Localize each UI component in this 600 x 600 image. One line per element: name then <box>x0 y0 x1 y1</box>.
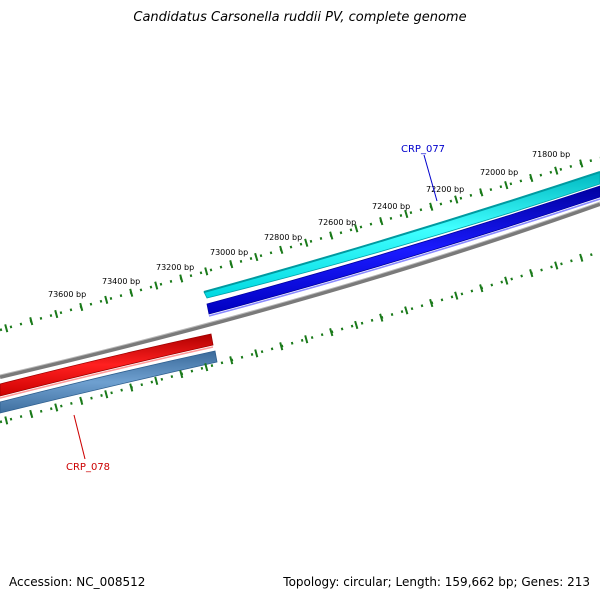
ruler-label: 73600 bp <box>48 290 86 299</box>
ruler-major-tick <box>429 202 434 211</box>
ruler-labels: 73600 bp 73400 bp 73200 bp 73000 bp 72800 bp… <box>48 150 570 299</box>
ruler-major-tick <box>204 267 209 276</box>
crp-078-label[interactable]: CRP_078 <box>66 462 110 473</box>
inner-ruler-dots <box>0 250 600 424</box>
ruler-major-tick <box>254 252 259 262</box>
cds-crp-077-bar[interactable] <box>206 185 600 315</box>
inner-ruler-major-tick <box>454 291 459 300</box>
ruler-major-tick <box>529 173 534 183</box>
outer-major-ticks <box>4 159 584 333</box>
inner-ruler-major-tick <box>104 390 109 399</box>
inner-ruler-major-tick <box>529 269 534 278</box>
inner-ruler-major-tick <box>279 342 284 351</box>
gene-label-crp-078[interactable]: CRP_078 <box>66 414 110 473</box>
inner-ruler-major-tick <box>304 335 309 344</box>
ruler-major-tick <box>229 260 234 269</box>
gene-crp-077-outline <box>203 171 600 293</box>
inner-ruler-major-tick <box>204 363 209 372</box>
inner-ruler-major-tick <box>329 328 334 337</box>
crp-077-label[interactable]: CRP_077 <box>401 144 445 155</box>
inner-ruler-major-tick <box>129 383 134 392</box>
ruler-label: 72400 bp <box>372 202 410 211</box>
inner-ruler-major-tick <box>179 369 184 379</box>
inner-ruler-major-tick <box>54 403 59 412</box>
ruler-label: 71800 bp <box>532 150 570 159</box>
ruler-major-tick <box>304 238 309 247</box>
inner-ruler-major-tick <box>479 284 484 293</box>
crp-078-leader-line <box>73 414 86 460</box>
ruler-major-tick <box>504 181 509 190</box>
ruler-major-tick <box>354 224 359 233</box>
ruler-major-tick <box>279 245 284 254</box>
inner-ruler-track <box>0 250 600 425</box>
inner-ruler-major-tick <box>4 416 9 425</box>
inner-ruler-major-tick <box>379 313 384 322</box>
genome-backbone <box>0 202 600 379</box>
genome-backbone-highlight <box>0 201 600 376</box>
ruler-major-tick <box>554 166 559 175</box>
ruler-major-tick <box>129 288 134 297</box>
ruler-major-tick <box>29 317 34 326</box>
inner-ruler-major-tick <box>404 306 409 315</box>
ruler-major-tick <box>179 274 184 283</box>
inner-ruler-major-tick <box>254 349 259 358</box>
ruler-major-tick <box>454 195 459 204</box>
ruler-label: 72200 bp <box>426 185 464 194</box>
ruler-major-tick <box>329 231 334 240</box>
inner-ruler-major-tick <box>429 298 434 308</box>
outer-ruler-dots <box>0 156 600 332</box>
gene-label-crp-077[interactable]: CRP_077 <box>401 144 445 202</box>
ruler-label: 73200 bp <box>156 263 194 272</box>
crp-077-leader-line <box>423 154 438 202</box>
ruler-label: 73000 bp <box>210 248 248 257</box>
ruler-major-tick <box>79 302 84 312</box>
inner-ruler-major-tick <box>79 396 84 405</box>
inner-ruler-major-tick <box>354 320 359 330</box>
inner-ruler-major-tick <box>229 356 234 365</box>
ruler-label: 72800 bp <box>264 233 302 242</box>
genome-summary-text: Topology: circular; Length: 159,662 bp; … <box>283 575 590 589</box>
ruler-label: 73400 bp <box>102 277 140 286</box>
map-title: Candidatus Carsonella ruddii PV, complet… <box>133 10 467 25</box>
ruler-major-tick <box>4 324 9 333</box>
inner-ruler-major-tick <box>29 409 34 419</box>
cds-crp-077-shadow <box>208 198 600 317</box>
inner-ruler-major-tick <box>504 276 509 285</box>
ruler-major-tick <box>404 209 409 219</box>
ruler-major-tick <box>154 281 159 290</box>
cds-crp-078-bar[interactable] <box>0 350 218 414</box>
accession-text: Accession: NC_008512 <box>9 575 146 589</box>
ruler-major-tick <box>579 159 584 168</box>
outer-ruler-track: 73600 bp 73400 bp 73200 bp 73000 bp 72800 bp… <box>0 150 600 333</box>
inner-ruler-major-tick <box>154 376 159 385</box>
ruler-label: 72000 bp <box>480 168 518 177</box>
ruler-major-tick <box>379 217 384 226</box>
gene-crp-078-bar[interactable] <box>0 333 214 397</box>
ruler-major-tick <box>104 295 109 304</box>
ruler-label: 72600 bp <box>318 218 356 227</box>
inner-major-ticks <box>4 253 584 425</box>
ruler-major-tick <box>479 188 484 197</box>
gene-crp-078-shadow <box>0 346 214 399</box>
inner-ruler-major-tick <box>579 253 584 262</box>
inner-ruler-major-tick <box>554 261 559 270</box>
ruler-major-tick <box>54 309 59 319</box>
